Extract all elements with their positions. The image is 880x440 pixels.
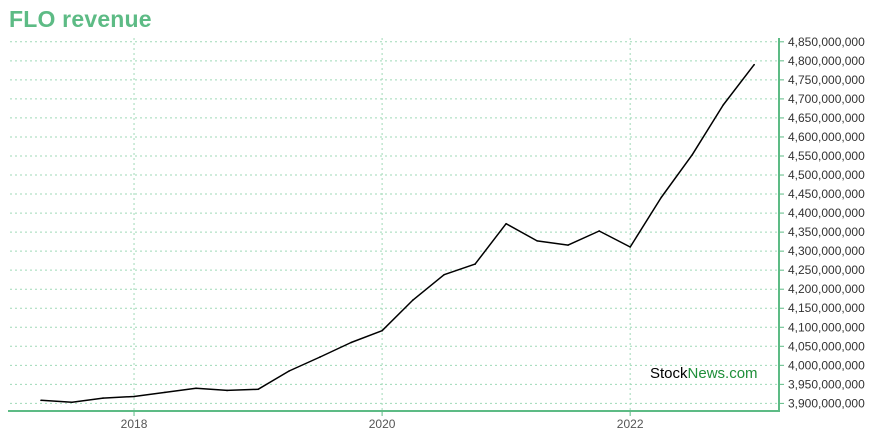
- y-tick-label: 4,000,000,000: [788, 358, 865, 372]
- y-tick-label: 4,050,000,000: [788, 339, 865, 353]
- data-point: [350, 341, 352, 344]
- x-tick-label: 2022: [617, 417, 644, 431]
- y-tick-label: 4,400,000,000: [788, 206, 865, 220]
- y-tick-label: 4,850,000,000: [788, 35, 865, 49]
- data-point: [133, 395, 135, 398]
- y-tick-label: 4,650,000,000: [788, 111, 865, 125]
- y-axis-ticks: 3,900,000,000 3,950,000,000 4,000,000,000 4…: [779, 35, 865, 410]
- y-tick-label: 4,150,000,000: [788, 301, 865, 315]
- data-point: [102, 397, 104, 399]
- watermark-part-2: News: [687, 365, 726, 382]
- data-point: [381, 329, 383, 332]
- axes: [8, 38, 780, 412]
- revenue-series-line: [40, 64, 755, 403]
- y-tick-label: 4,250,000,000: [788, 263, 865, 277]
- y-tick-label: 4,500,000,000: [788, 168, 865, 182]
- watermark-part-3: .com: [725, 365, 758, 382]
- x-tick-label: 2020: [369, 417, 396, 431]
- data-point: [536, 240, 538, 242]
- y-tick-label: 3,900,000,000: [788, 396, 865, 410]
- data-point: [319, 356, 321, 358]
- stocknews-watermark: StockNews.com: [650, 365, 758, 382]
- y-tick-label: 4,450,000,000: [788, 187, 865, 201]
- y-tick-label: 4,100,000,000: [788, 320, 865, 334]
- data-point: [722, 104, 724, 106]
- data-point: [474, 263, 476, 265]
- y-tick-label: 4,350,000,000: [788, 225, 865, 239]
- watermark-part-1: Stock: [650, 365, 688, 382]
- x-axis-ticks: 2018 2020 2022: [121, 411, 644, 431]
- data-point: [195, 387, 197, 389]
- y-tick-label: 3,950,000,000: [788, 377, 865, 391]
- data-point: [226, 389, 228, 392]
- data-point: [443, 273, 445, 276]
- data-point: [629, 246, 631, 248]
- data-point: [598, 230, 600, 232]
- chart-title: FLO revenue: [9, 6, 152, 32]
- data-point: [691, 154, 693, 156]
- data-point: [257, 388, 259, 391]
- x-tick-label: 2018: [121, 417, 148, 431]
- y-tick-label: 4,600,000,000: [788, 130, 865, 144]
- data-point: [567, 244, 569, 246]
- y-tick-label: 4,750,000,000: [788, 73, 865, 87]
- y-tick-label: 4,550,000,000: [788, 149, 865, 163]
- data-point: [412, 299, 414, 301]
- y-tick-label: 4,800,000,000: [788, 54, 865, 68]
- data-point: [753, 63, 755, 66]
- series: [40, 63, 755, 404]
- data-point: [71, 401, 73, 404]
- y-tick-label: 4,700,000,000: [788, 92, 865, 106]
- data-point: [660, 196, 662, 199]
- y-tick-label: 4,200,000,000: [788, 282, 865, 296]
- data-point: [288, 370, 290, 372]
- y-tick-label: 4,300,000,000: [788, 244, 865, 258]
- data-point: [40, 399, 42, 402]
- grid: [10, 38, 779, 411]
- data-point: [164, 391, 166, 394]
- data-point: [505, 222, 507, 225]
